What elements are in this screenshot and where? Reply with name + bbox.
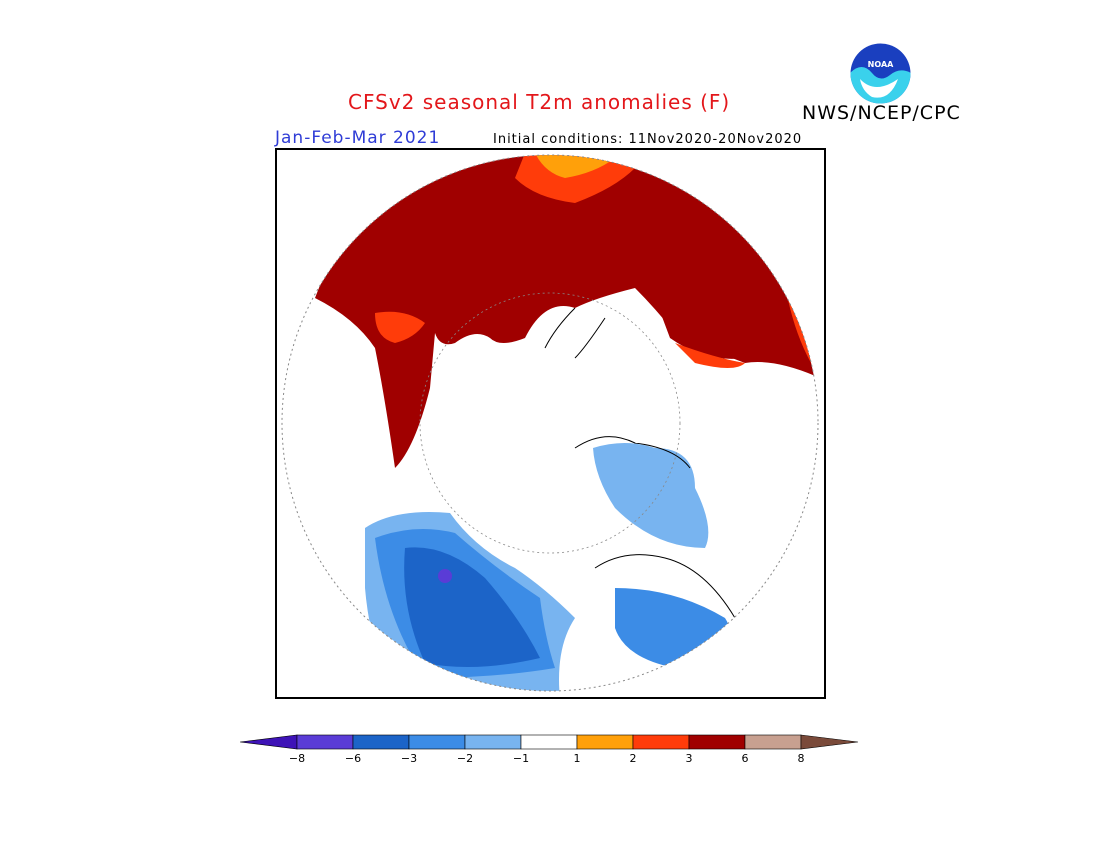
legend-label: 1	[573, 752, 581, 765]
legend-swatch-> 8	[800, 734, 859, 750]
map-title: CFSv2 seasonal T2m anomalies (F)	[348, 90, 731, 114]
legend-swatch-6 to 8	[744, 734, 802, 750]
legend-label: 6	[741, 752, 749, 765]
legend-swatch-2 to 3	[632, 734, 690, 750]
season-label: Jan-Feb-Mar 2021	[275, 128, 441, 148]
agency-label: NWS/NCEP/CPC	[802, 102, 961, 124]
color-legend	[240, 734, 859, 750]
legend-label: 2	[629, 752, 637, 765]
legend-label: −2	[456, 752, 474, 765]
polar-map	[275, 148, 826, 699]
noaa-logo: NOAA	[850, 43, 911, 104]
legend-swatch-1 to 2	[576, 734, 634, 750]
legend-swatch-3 to 6	[688, 734, 746, 750]
legend-label: 3	[685, 752, 693, 765]
legend-swatch--6 to -3	[352, 734, 410, 750]
legend-label: −1	[512, 752, 530, 765]
legend-swatch--2 to -1	[464, 734, 522, 750]
legend-swatch--1 to 1	[520, 734, 578, 750]
legend-swatch-< -8	[240, 734, 298, 750]
legend-label: −8	[288, 752, 306, 765]
eurasia-warm-anomaly	[315, 155, 818, 468]
legend-label: −3	[400, 752, 418, 765]
noaa-logo-text: NOAA	[868, 60, 894, 69]
legend-label: −6	[344, 752, 362, 765]
initial-conditions-label: Initial conditions: 11Nov2020-20Nov2020	[493, 132, 803, 147]
legend-swatch--3 to -2	[408, 734, 466, 750]
legend-swatch--8 to -6	[296, 734, 354, 750]
legend-label: 8	[797, 752, 805, 765]
